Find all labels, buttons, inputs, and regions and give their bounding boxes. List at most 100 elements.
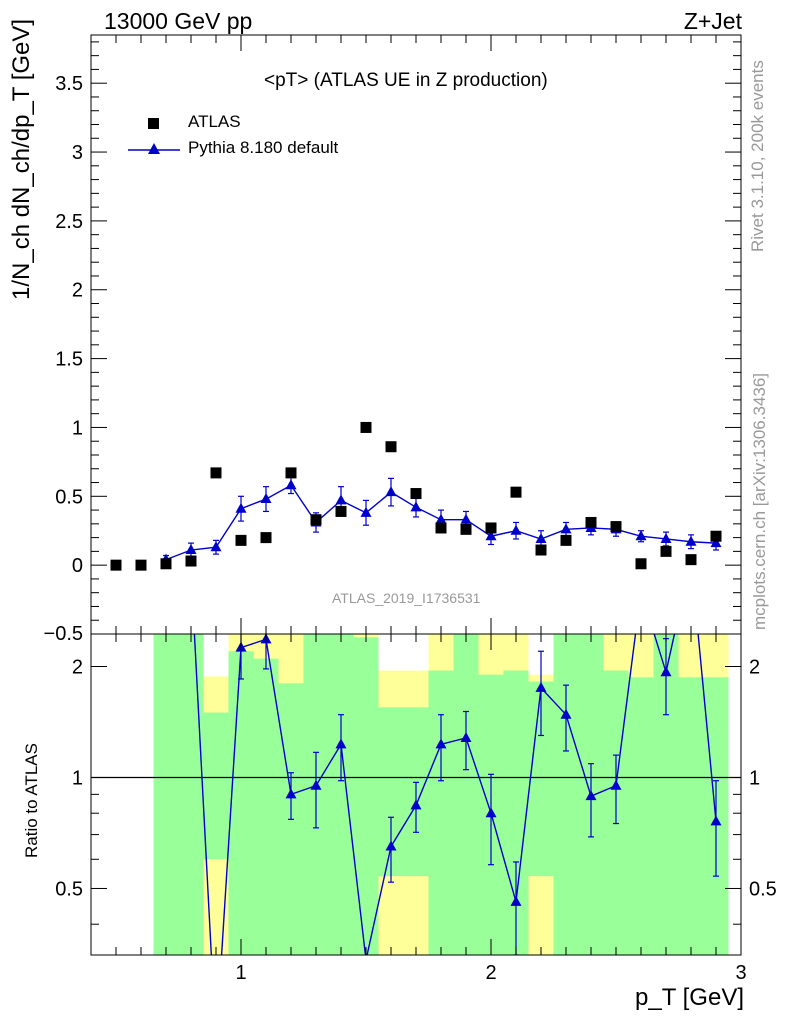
mc-marker [285, 479, 297, 490]
data-point [385, 441, 397, 453]
mc-marker [360, 506, 372, 517]
main-plot-title: <pT> (ATLAS UE in Z production) [264, 70, 548, 91]
mc-marker [210, 541, 222, 552]
y-tick-label: 2.5 [55, 211, 83, 233]
ratio-mc-marker [435, 738, 447, 749]
y-tick-label: 0.5 [55, 486, 83, 508]
x-axis-title: p_T [GeV] [635, 984, 744, 1011]
data-point [635, 558, 647, 570]
mc-marker [235, 502, 247, 513]
data-point [310, 514, 322, 526]
mc-marker [410, 501, 422, 512]
uncertainty-band-green [678, 677, 729, 955]
mc-marker [460, 513, 472, 524]
main-panel-content [110, 421, 722, 571]
ratio-mc-marker [485, 807, 497, 818]
uncertainty-band-green [553, 634, 579, 955]
ratio-mc-marker [285, 788, 297, 799]
data-point [410, 488, 422, 500]
legend-line-marker [128, 143, 180, 154]
mc-marker [660, 532, 672, 543]
main-frame [90, 34, 742, 635]
uncertainty-band-green [328, 634, 354, 955]
data-point [160, 558, 172, 570]
data-point [110, 559, 122, 571]
y-tick-label: 3 [72, 142, 83, 164]
ratio-mc-marker [310, 779, 322, 790]
ratio-mc-marker [410, 799, 422, 810]
ratio-mc-marker [460, 731, 472, 742]
data-point [260, 532, 272, 544]
ratio-y-tick-label-right: 2 [749, 656, 760, 678]
x-tick-label: 3 [735, 962, 746, 984]
ratio-y-tick-label: 0.5 [55, 878, 83, 900]
mc-marker [510, 524, 522, 535]
uncertainty-band-green [153, 634, 204, 955]
mc-marker [385, 486, 397, 497]
ratio-mc-marker [610, 779, 622, 790]
y-tick-label: 1.5 [55, 349, 83, 371]
data-point [535, 544, 547, 556]
ratio-mc-marker [710, 815, 722, 826]
data-point [435, 522, 447, 534]
ratio-mc-marker [585, 790, 597, 801]
mc-marker [685, 535, 697, 546]
ratio-mc-marker [660, 666, 672, 677]
ratio-y-tick-label: 1 [72, 767, 83, 789]
ratio-y-tick-label-right: 0.5 [749, 878, 777, 900]
y-tick-label-edge: −0.5 [44, 623, 83, 645]
y-tick-label: 1 [72, 417, 83, 439]
mc-marker [710, 537, 722, 548]
ratio-mc-marker [535, 681, 547, 692]
data-point [235, 534, 247, 546]
ratio-y-tick-label: 2 [72, 656, 83, 678]
data-point [335, 505, 347, 517]
data-point [560, 534, 572, 546]
uncertainty-band-green [353, 637, 379, 955]
uncertainty-band-green [628, 677, 654, 955]
uncertainty-band-green [228, 651, 254, 955]
mc-marker [335, 494, 347, 505]
mc-marker [485, 530, 497, 541]
uncertainty-band-green [253, 658, 279, 955]
uncertainty-band-green [428, 670, 454, 955]
mc-marker [635, 530, 647, 541]
uncertainty-band-green [453, 634, 479, 955]
y-tick-label: 0 [72, 555, 83, 577]
data-point [585, 516, 597, 528]
data-point [685, 554, 697, 566]
energy-label: 13000 GeV pp [104, 8, 253, 34]
ratio-mc-marker [335, 738, 347, 749]
data-point [210, 467, 222, 479]
data-point [185, 555, 197, 567]
ratio-mc-marker [510, 895, 522, 906]
legend-label-pythia: Pythia 8.180 default [188, 138, 339, 157]
process-label: Z+Jet [683, 8, 742, 34]
uncertainty-band-green [203, 712, 229, 860]
y-tick-label: 2 [72, 280, 83, 302]
legend: ATLAS Pythia 8.180 default [124, 112, 384, 172]
x-tick-label: 2 [485, 962, 496, 984]
data-point [485, 522, 497, 534]
mc-marker [435, 513, 447, 524]
ratio-mc-marker [636, 585, 647, 595]
x-tick-label: 1 [235, 962, 246, 984]
mc-marker [260, 493, 272, 504]
ratio-mc-marker [385, 840, 397, 851]
data-point [285, 467, 297, 479]
y-tick-label: 3.5 [55, 73, 83, 95]
data-point [135, 559, 147, 571]
legend-entry-pythia: Pythia 8.180 default [124, 138, 384, 162]
data-point [610, 521, 622, 533]
mc-marker [560, 523, 572, 534]
mc-marker [535, 532, 547, 543]
data-point [460, 523, 472, 535]
ratio-panel-content [91, 585, 741, 955]
legend-square-marker [148, 118, 159, 129]
mc-marker [185, 544, 197, 555]
analysis-watermark: ATLAS_2019_I1736531 [332, 590, 481, 606]
ratio-mc-marker [560, 708, 572, 719]
data-point [660, 545, 672, 557]
data-point [710, 530, 722, 542]
